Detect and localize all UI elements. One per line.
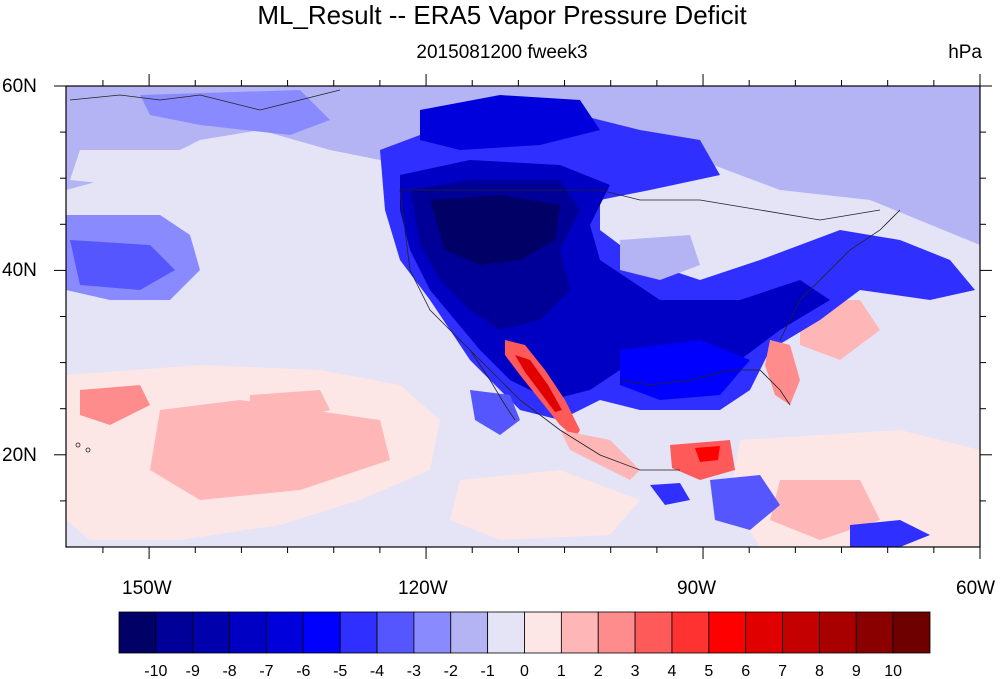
colorbar-swatch xyxy=(413,611,452,654)
lat-label-40n: 40N xyxy=(2,260,37,281)
colorbar-label: 3 xyxy=(631,663,640,679)
colorbar-swatch xyxy=(671,611,710,654)
colorbar-label: -1 xyxy=(481,663,495,679)
colorbar-swatch xyxy=(487,611,525,654)
colorbar: -10 -9 -8 -7 -6 -5 -4 -3 -2 -1 0 1 2 3 4 5 6 7 8 9 10 xyxy=(118,611,931,679)
colorbar-swatch xyxy=(192,611,230,654)
colorbar-label: -7 xyxy=(259,663,273,679)
colorbar-swatch xyxy=(524,611,562,654)
lon-label-60w: 60W xyxy=(956,578,996,599)
colorbar-swatch xyxy=(597,611,636,654)
colorbar-swatch xyxy=(339,611,378,654)
colorbar-label: 4 xyxy=(668,663,677,679)
colorbar-swatch xyxy=(819,611,857,654)
vpd-field xyxy=(66,86,980,547)
colorbar-swatch xyxy=(855,611,894,654)
colorbar-swatch xyxy=(118,611,157,654)
colorbar-swatch xyxy=(708,611,747,654)
colorbar-label: -9 xyxy=(186,663,200,679)
map-subtitle: 2015081200 fweek3 xyxy=(416,42,588,63)
colorbar-label: -10 xyxy=(144,663,167,679)
colorbar-label: 6 xyxy=(741,663,750,679)
lon-label-90w: 90W xyxy=(677,578,717,599)
colorbar-swatch xyxy=(560,611,599,654)
coastlines xyxy=(69,89,901,471)
colorbar-label: -5 xyxy=(333,663,347,679)
lon-label-150w: 150W xyxy=(122,578,172,599)
axis-ticks xyxy=(54,74,992,559)
colorbar-label: -8 xyxy=(222,663,236,679)
colorbar-swatch xyxy=(266,611,304,654)
colorbar-label: 8 xyxy=(815,663,824,679)
colorbar-swatch xyxy=(376,611,415,654)
colorbar-label: -4 xyxy=(370,663,384,679)
colorbar-label: 2 xyxy=(594,663,603,679)
colorbar-swatch xyxy=(892,611,931,654)
colorbar-label: 10 xyxy=(884,663,902,679)
lat-label-20n: 20N xyxy=(2,445,37,466)
colorbar-swatch xyxy=(229,611,267,654)
colorbar-label: 1 xyxy=(557,663,566,679)
colorbar-swatch xyxy=(450,611,489,654)
colorbar-swatch xyxy=(302,611,341,654)
units-label: hPa xyxy=(948,42,982,63)
colorbar-label: 0 xyxy=(520,663,529,679)
lat-label-60n: 60N xyxy=(2,76,37,97)
colorbar-label: 9 xyxy=(852,663,861,679)
map-title: ML_Result -- ERA5 Vapor Pressure Deficit xyxy=(257,0,747,30)
colorbar-label: -3 xyxy=(407,663,421,679)
colorbar-label: 5 xyxy=(704,663,713,679)
colorbar-label: -2 xyxy=(444,663,458,679)
colorbar-swatch xyxy=(634,611,673,654)
colorbar-swatch xyxy=(745,611,783,654)
lon-label-120w: 120W xyxy=(398,578,448,599)
colorbar-swatch xyxy=(782,611,820,654)
colorbar-swatch xyxy=(155,611,194,654)
colorbar-label: -6 xyxy=(296,663,310,679)
colorbar-label: 7 xyxy=(778,663,787,679)
